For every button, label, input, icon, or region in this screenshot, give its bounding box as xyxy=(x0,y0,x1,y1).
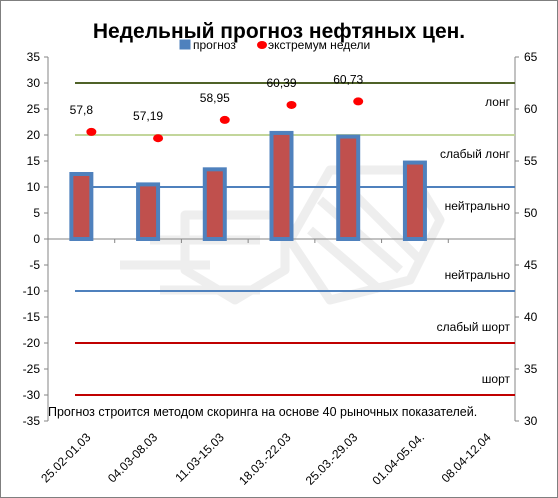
y-left-tick-label: 25 xyxy=(27,102,41,116)
forecast-bar xyxy=(136,182,161,241)
y-left-tick-label: -30 xyxy=(23,388,41,402)
legend-label-extremum: экстремум недели xyxy=(268,38,370,52)
extremum-data-label: 60,73 xyxy=(333,72,363,86)
legend-swatch-forecast xyxy=(179,39,191,50)
y-left-tick-label: 20 xyxy=(27,128,41,142)
y-right-tick-label: 30 xyxy=(524,414,538,428)
extremum-marker xyxy=(219,115,230,124)
y-right-tick-label: 60 xyxy=(524,102,538,116)
extremum-data-label: 57,8 xyxy=(70,103,94,117)
forecast-bar xyxy=(269,130,294,241)
extremum-data-label: 60,39 xyxy=(266,76,296,90)
y-left-tick-label: -5 xyxy=(29,258,40,272)
y-right-tick-label: 45 xyxy=(524,258,538,272)
chart-annotation: Прогноз строится методом скоринга на осн… xyxy=(48,405,477,419)
y-right-tick-label: 40 xyxy=(524,310,538,324)
reference-line-label: лонг xyxy=(485,95,510,109)
y-left-tick-label: 30 xyxy=(27,76,41,90)
reference-line-label: нейтрально xyxy=(445,268,511,282)
forecast-bar xyxy=(336,134,361,241)
reference-line-label: шорт xyxy=(482,372,511,386)
reference-line-label: нейтрально xyxy=(445,199,511,213)
y-right-tick-label: 35 xyxy=(524,362,538,376)
forecast-bar xyxy=(202,167,227,242)
y-right-tick-label: 50 xyxy=(524,206,538,220)
forecast-bar xyxy=(69,172,94,241)
y-left-tick-label: -25 xyxy=(23,362,41,376)
extremum-marker xyxy=(86,127,97,136)
y-left-tick-label: 0 xyxy=(33,232,40,246)
extremum-data-label: 57,19 xyxy=(133,109,163,123)
y-right-tick-label: 65 xyxy=(524,50,538,64)
legend: прогноз экстремум недели xyxy=(179,38,370,52)
y-left-tick-label: -20 xyxy=(23,336,41,350)
y-left-tick-label: -10 xyxy=(23,284,41,298)
extremum-marker xyxy=(286,100,297,109)
y-left-tick-label: -15 xyxy=(23,310,41,324)
forecast-bar xyxy=(402,160,427,241)
legend-marker-extremum xyxy=(257,41,267,49)
y-left-tick-label: 35 xyxy=(27,50,41,64)
y-right-tick-label: 55 xyxy=(524,154,538,168)
extremum-data-label: 58,95 xyxy=(200,91,230,105)
reference-line-label: слабый лонг xyxy=(440,147,511,161)
y-left-tick-label: -35 xyxy=(23,414,41,428)
y-left-tick-label: 10 xyxy=(27,180,41,194)
reference-line-label: слабый шорт xyxy=(437,320,511,334)
y-left-tick-label: 15 xyxy=(27,154,41,168)
chart-title: Недельный прогноз нефтяных цен. xyxy=(93,20,465,43)
extremum-marker xyxy=(353,97,364,106)
extremum-marker xyxy=(153,134,164,143)
y-left-tick-label: 5 xyxy=(33,206,40,220)
legend-label-forecast: прогноз xyxy=(193,38,236,52)
